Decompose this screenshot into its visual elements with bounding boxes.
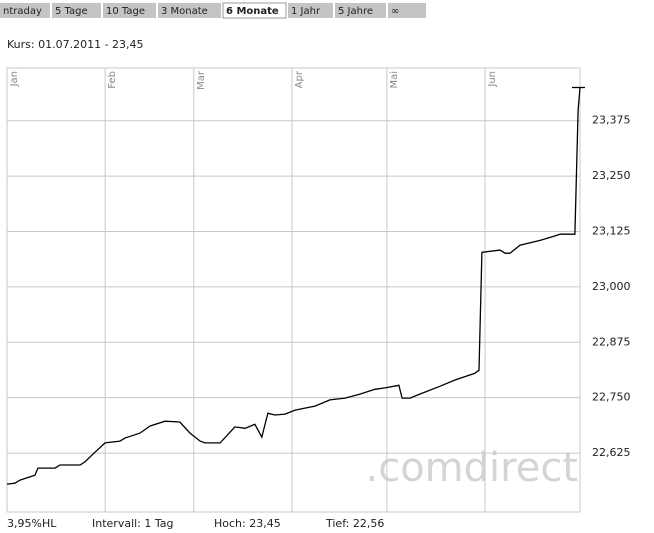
footer-stat: Intervall: 1 Tag	[92, 517, 174, 530]
month-label: Jan	[9, 71, 20, 87]
month-label: Feb	[107, 71, 118, 89]
tab[interactable]	[288, 3, 333, 18]
tab[interactable]	[103, 3, 156, 18]
month-label: Jun	[487, 71, 498, 88]
y-tick-label: 23,000	[592, 280, 631, 293]
tab-label[interactable]: 6 Monate	[226, 6, 279, 17]
tab[interactable]	[158, 3, 221, 18]
price-line	[6, 87, 581, 485]
tab-label[interactable]: ntraday	[3, 6, 42, 17]
tab-label[interactable]: 5 Tage	[55, 6, 88, 17]
month-label: Mai	[389, 71, 400, 89]
watermark: .comdirect	[366, 445, 579, 491]
tab[interactable]	[0, 3, 50, 18]
footer-stat: Tief: 22,56	[325, 517, 384, 530]
tab[interactable]	[388, 3, 426, 18]
tab-label[interactable]: 3 Monate	[161, 6, 208, 17]
y-tick-label: 23,375	[592, 114, 631, 127]
tab-label[interactable]: 10 Tage	[106, 6, 145, 17]
y-tick-label: 23,250	[592, 169, 631, 182]
footer-stat: 3,95%HL	[7, 517, 57, 530]
y-tick-label: 22,625	[592, 446, 631, 459]
y-tick-label: 23,125	[592, 225, 631, 238]
tab-label[interactable]: 5 Jahre	[338, 6, 373, 17]
tab[interactable]	[335, 3, 386, 18]
tab-label[interactable]: ∞	[391, 6, 399, 17]
tab-label[interactable]: 1 Jahr	[291, 6, 321, 17]
y-tick-label: 22,750	[592, 391, 631, 404]
tab[interactable]	[222, 2, 287, 19]
subtitle: Kurs: 01.07.2011 - 23,45	[7, 38, 144, 51]
month-label: Mar	[196, 70, 207, 90]
tab[interactable]	[52, 3, 101, 18]
month-label: Apr	[294, 70, 305, 88]
footer-stat: Hoch: 23,45	[214, 517, 281, 530]
y-tick-label: 22,875	[592, 335, 631, 348]
